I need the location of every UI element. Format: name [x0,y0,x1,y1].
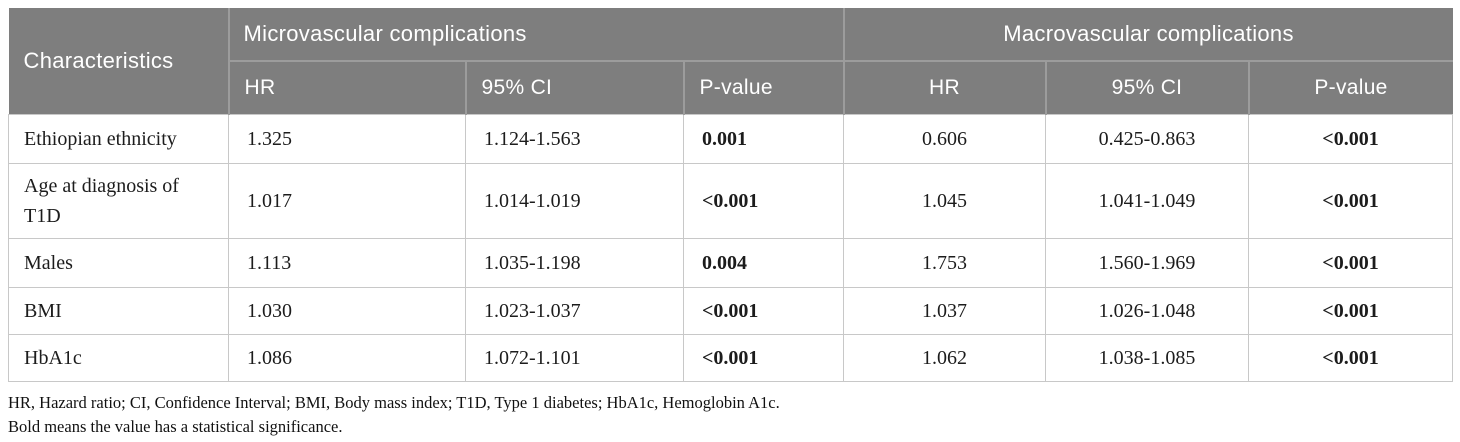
macro-ci-cell: 0.425-0.863 [1045,114,1249,164]
characteristics-column-header: Characteristics [8,8,230,115]
characteristic-cell: Age at diagnosis of T1D [8,163,229,239]
macro-ci-cell: 1.038-1.085 [1045,334,1249,382]
group-header-row: Characteristics Microvascular complicati… [8,8,1453,115]
micro-ci-cell: 1.124-1.563 [465,114,684,164]
micro-hr-column-header: HR [228,61,467,115]
macro-hr-column-header: HR [843,61,1047,115]
micro-ci-cell: 1.023-1.037 [465,287,684,335]
table-footnotes: HR, Hazard ratio; CI, Confidence Interva… [8,391,1452,439]
macro-pvalue-cell: <0.001 [1247,287,1454,335]
micro-pvalue-cell: <0.001 [683,334,844,382]
macro-ci-column-header: 95% CI [1045,61,1250,115]
macro-pvalue-cell: <0.001 [1247,238,1454,288]
characteristic-cell: BMI [8,287,229,335]
micro-ci-cell: 1.072-1.101 [465,334,684,382]
macro-hr-cell: 1.045 [843,163,1046,239]
micro-hr-cell: 1.017 [228,163,466,239]
micro-hr-cell: 1.030 [228,287,466,335]
table-body: Ethiopian ethnicity 1.325 1.124-1.563 0.… [8,114,1454,382]
macro-hr-cell: 1.062 [843,334,1046,382]
macro-pvalue-cell: <0.001 [1247,334,1454,382]
table-row-males: Males 1.113 1.035-1.198 0.004 1.753 1.56… [8,238,1454,288]
micro-pvalue-cell: 0.001 [683,114,844,164]
micro-hr-cell: 1.113 [228,238,466,288]
table-row-bmi: BMI 1.030 1.023-1.037 <0.001 1.037 1.026… [8,287,1454,335]
macro-pvalue-column-header: P-value [1248,61,1453,115]
table-row-hba1c: HbA1c 1.086 1.072-1.101 <0.001 1.062 1.0… [8,334,1454,382]
micro-hr-cell: 1.086 [228,334,466,382]
hazard-ratio-table: Characteristics Microvascular complicati… [8,8,1454,382]
bold-significance-note: Bold means the value has a statistical s… [8,416,343,436]
macrovascular-group-header: Macrovascular complications [843,8,1453,62]
table-row-age-at-diagnosis: Age at diagnosis of T1D 1.017 1.014-1.01… [8,163,1454,239]
micro-pvalue-cell: <0.001 [683,287,844,335]
micro-pvalue-cell: 0.004 [683,238,844,288]
macro-hr-cell: 1.753 [843,238,1046,288]
micro-ci-cell: 1.014-1.019 [465,163,684,239]
macro-hr-cell: 0.606 [843,114,1046,164]
macro-pvalue-cell: <0.001 [1247,114,1454,164]
characteristic-cell: HbA1c [8,334,229,382]
macro-ci-cell: 1.560-1.969 [1045,238,1249,288]
characteristic-cell: Ethiopian ethnicity [8,114,229,164]
microvascular-group-header: Microvascular complications [228,8,845,62]
abbreviations-note: HR, Hazard ratio; CI, Confidence Interva… [8,393,780,412]
micro-pvalue-column-header: P-value [683,61,845,115]
sub-header-row: HR 95% CI P-value HR 95% CI P-value [9,61,1453,115]
micro-pvalue-cell: <0.001 [683,163,844,239]
macro-ci-cell: 1.026-1.048 [1045,287,1249,335]
macro-pvalue-cell: <0.001 [1247,163,1454,239]
micro-ci-cell: 1.035-1.198 [465,238,684,288]
macro-ci-cell: 1.041-1.049 [1045,163,1249,239]
micro-hr-cell: 1.325 [228,114,466,164]
characteristic-cell: Males [8,238,229,288]
table-header: Characteristics Microvascular complicati… [8,8,1453,115]
table-row-ethiopian-ethnicity: Ethiopian ethnicity 1.325 1.124-1.563 0.… [8,114,1454,164]
macro-hr-cell: 1.037 [843,287,1046,335]
micro-ci-column-header: 95% CI [465,61,685,115]
